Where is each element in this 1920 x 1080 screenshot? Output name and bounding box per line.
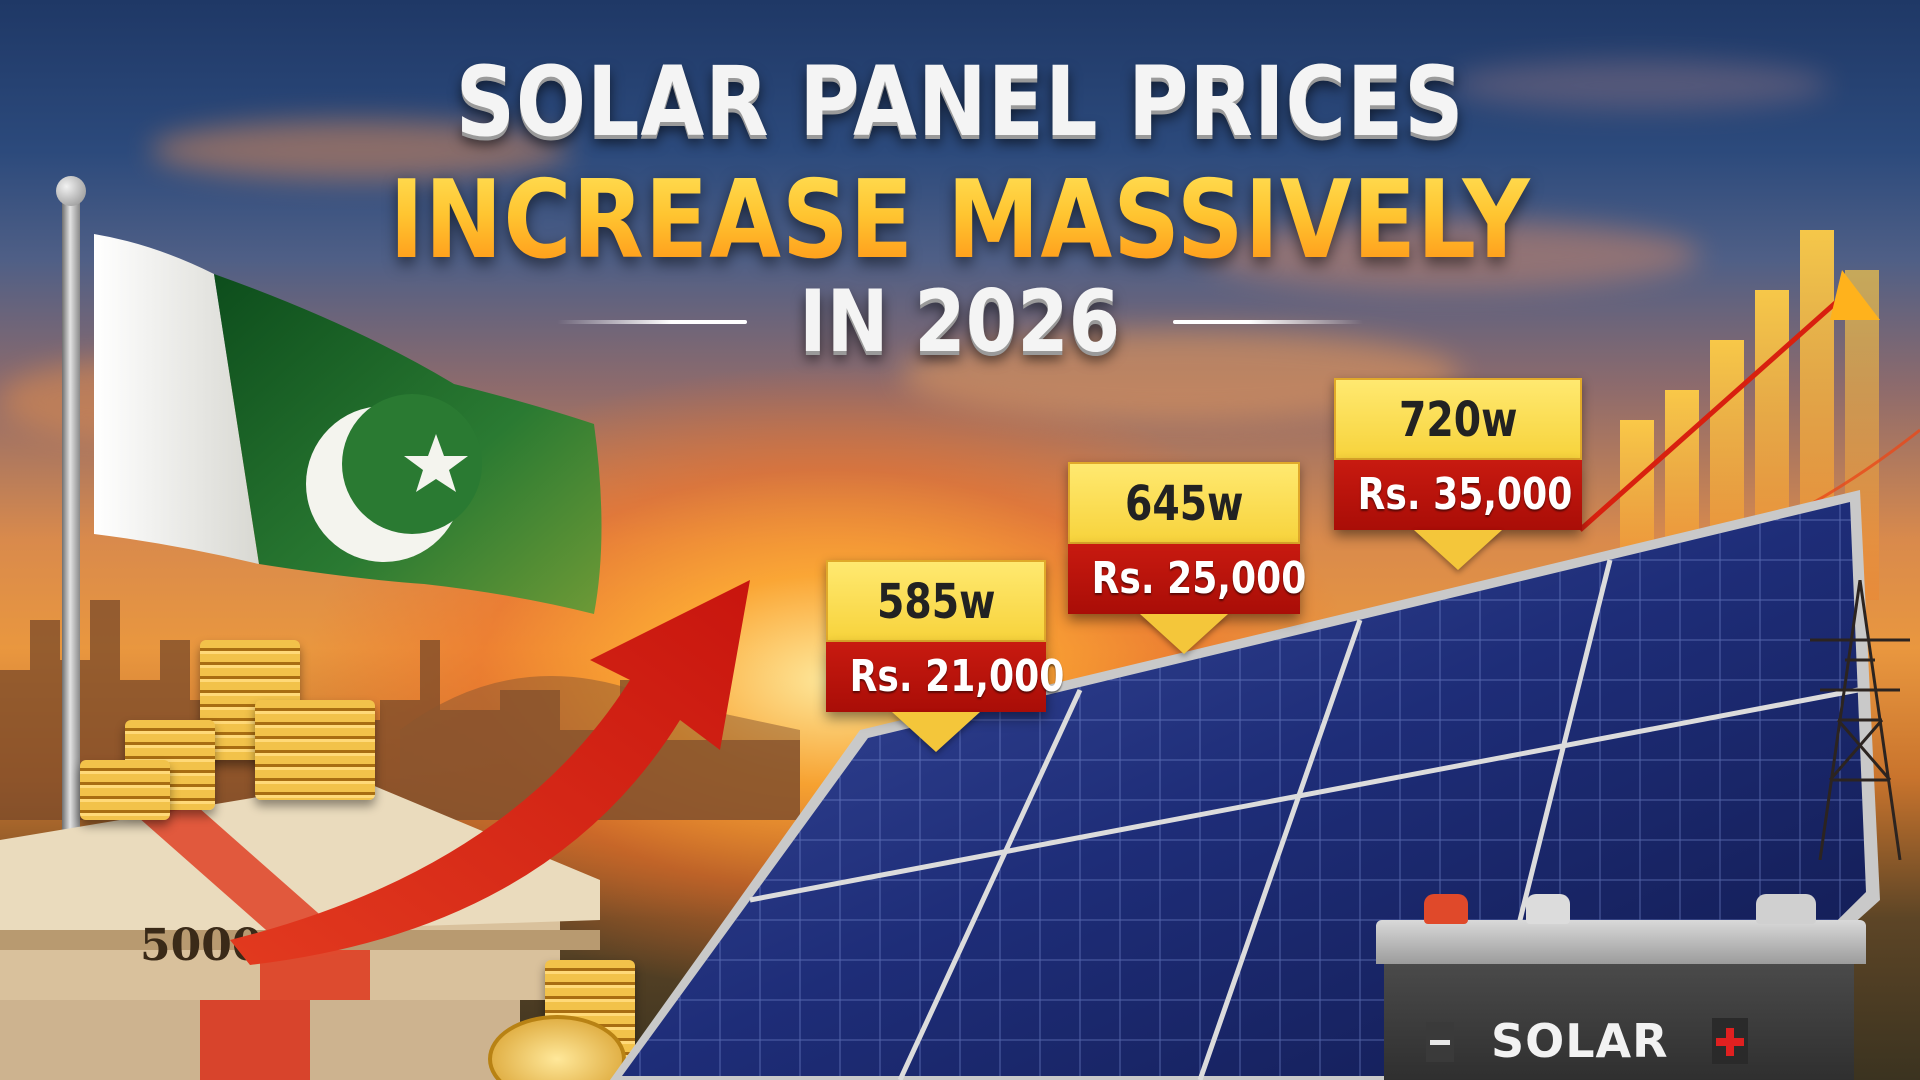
headline-line-3-wrap: IN 2026 (0, 272, 1920, 372)
minus-icon (1426, 1022, 1454, 1062)
price-tag-585w: 585w Rs. 21,000 (826, 560, 1064, 752)
cloud (1450, 60, 1830, 110)
battery-terminal-negative (1756, 894, 1816, 924)
solar-battery: SOLAR (1376, 894, 1876, 1080)
cloud (150, 120, 570, 180)
battery-lid (1376, 894, 1866, 964)
divider-line (557, 320, 748, 324)
wattage-label: 585w (826, 560, 1046, 642)
plus-icon (1712, 1018, 1748, 1064)
flag-pole-finial (56, 176, 86, 206)
headline-line-3: IN 2026 (799, 272, 1121, 372)
wattage-label: 645w (1068, 462, 1300, 544)
headline-line-2: INCREASE MASSIVELY (134, 158, 1785, 283)
power-pylon (1810, 580, 1910, 860)
pakistan-flag (94, 234, 614, 634)
wattage-label: 720w (1334, 378, 1582, 460)
cloud (1200, 220, 1700, 290)
battery-label: SOLAR (1491, 1014, 1669, 1068)
flag-pole (62, 186, 80, 836)
battery-terminal (1526, 894, 1570, 924)
pointer-icon (1140, 614, 1228, 654)
price-label: Rs. 35,000 (1334, 460, 1582, 530)
coin-stack (80, 760, 170, 820)
price-tag-720w: 720w Rs. 35,000 (1334, 378, 1582, 570)
rising-arrow-icon (230, 580, 750, 965)
pointer-icon (892, 712, 980, 752)
battery-terminal-positive (1424, 894, 1468, 924)
headline-line-1: SOLAR PANEL PRICES (455, 46, 1465, 158)
price-tag-645w: 645w Rs. 25,000 (1068, 462, 1306, 654)
gold-coin (488, 1015, 626, 1080)
battery-body (1384, 964, 1854, 1080)
divider-line (1172, 320, 1363, 324)
coin-stack (255, 700, 375, 800)
price-label: Rs. 25,000 (1068, 544, 1306, 614)
pointer-icon (1414, 530, 1502, 570)
price-label: Rs. 21,000 (826, 642, 1064, 712)
